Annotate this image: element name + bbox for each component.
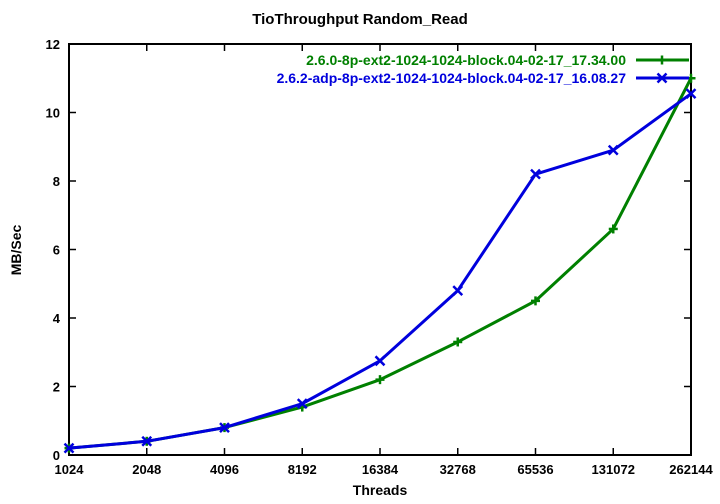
legend: 2.6.0-8p-ext2-1024-1024-block.04-02-17_1…	[277, 51, 690, 87]
data-point-marker	[219, 422, 230, 433]
x-tick-label: 32768	[440, 462, 476, 477]
legend-item: 2.6.0-8p-ext2-1024-1024-block.04-02-17_1…	[277, 51, 690, 69]
y-tick-label: 6	[53, 243, 60, 258]
data-point-marker	[530, 168, 541, 180]
x-tick-label: 131072	[592, 462, 635, 477]
series-0	[64, 73, 696, 453]
y-tick-label: 0	[53, 448, 60, 463]
data-point-marker	[63, 442, 75, 454]
y-axis-label: MB/Sec	[8, 224, 24, 276]
chart-title: TioThroughput Random_Read	[252, 11, 468, 28]
x-tick-label: 262144	[669, 462, 713, 477]
x-tick-label: 4096	[210, 462, 239, 477]
x-tick-label: 8192	[288, 462, 317, 477]
data-point-marker	[141, 435, 153, 447]
plot-frame	[68, 43, 692, 456]
y-tick-label: 10	[46, 106, 60, 121]
legend-label: 2.6.0-8p-ext2-1024-1024-block.04-02-17_1…	[306, 52, 626, 68]
x-axis-label: Threads	[352, 482, 408, 498]
data-point-marker	[607, 144, 619, 156]
x-tick-label: 2048	[132, 462, 161, 477]
data-point-marker	[296, 398, 308, 410]
data-point-marker	[374, 355, 386, 367]
data-point-marker	[685, 88, 697, 100]
data-point-marker	[452, 285, 464, 296]
x-tick-label: 16384	[362, 462, 399, 477]
x-tick-label: 65536	[517, 462, 553, 477]
x-tick-label: 1024	[55, 462, 85, 477]
legend-line-sample	[636, 55, 689, 65]
series-line	[67, 76, 693, 450]
legend-item: 2.6.2-adp-8p-ext2-1024-1024-block.04-02-…	[277, 69, 690, 87]
y-tick-label: 8	[53, 174, 60, 189]
legend-label: 2.6.2-adp-8p-ext2-1024-1024-block.04-02-…	[276, 70, 626, 86]
series-line	[67, 92, 693, 450]
y-tick-label: 4	[53, 311, 61, 326]
y-tick-label: 2	[53, 380, 60, 395]
series-1	[63, 88, 697, 454]
legend-line-sample	[636, 72, 689, 84]
legend-sample-marker	[656, 72, 668, 84]
y-tick-label: 12	[46, 37, 60, 52]
